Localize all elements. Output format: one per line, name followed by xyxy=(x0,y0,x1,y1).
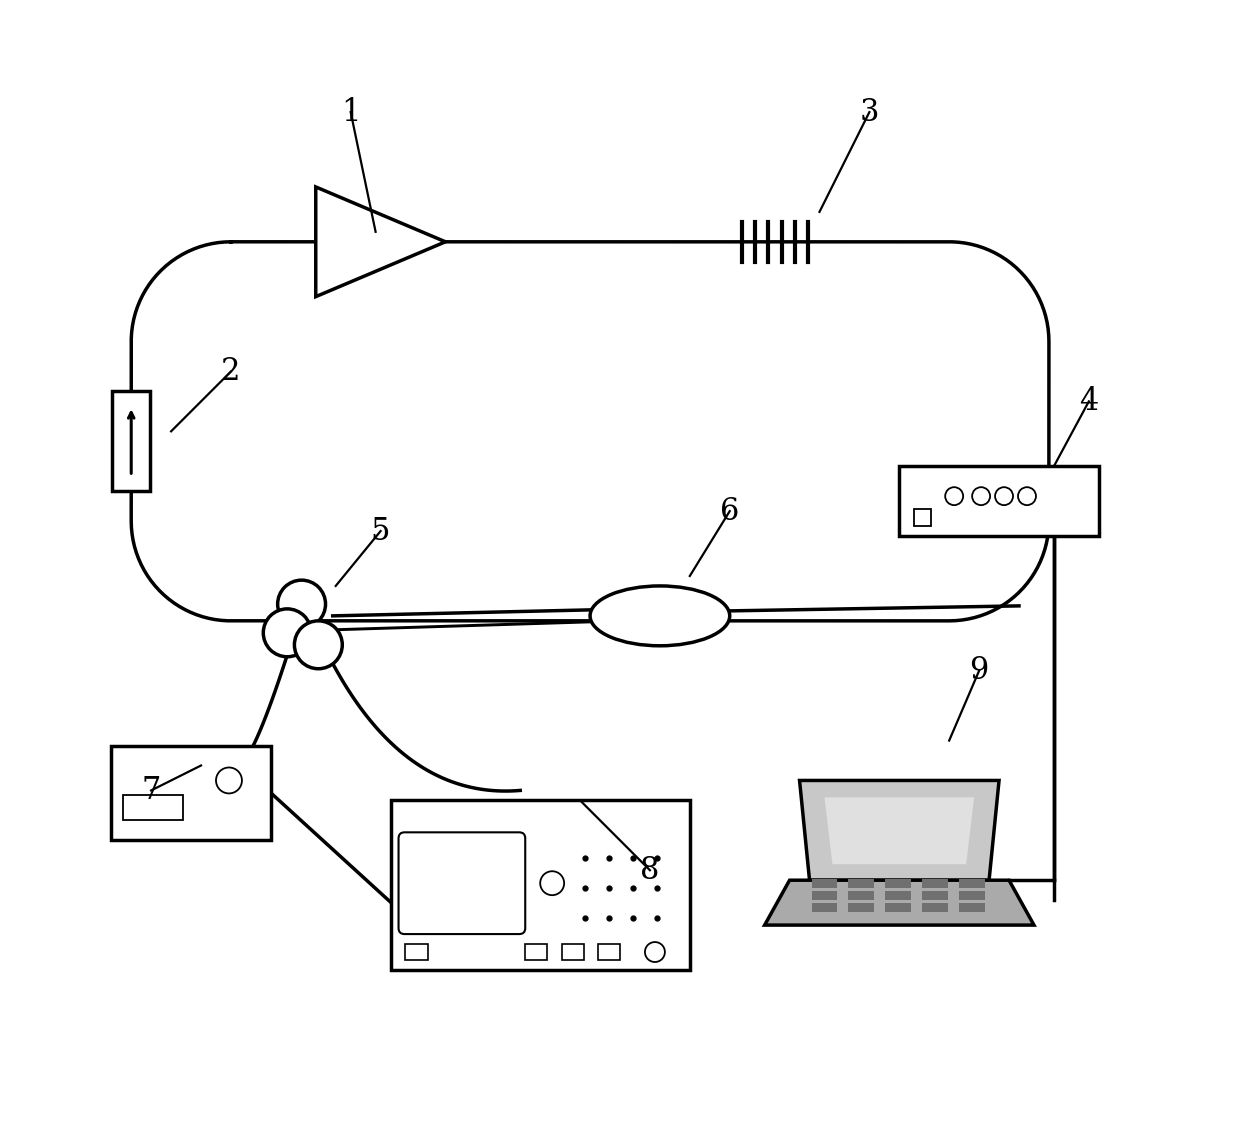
Bar xyxy=(563,944,584,960)
Bar xyxy=(113,391,150,491)
Bar xyxy=(849,879,875,888)
Bar xyxy=(812,904,838,912)
Bar xyxy=(812,879,838,888)
Text: 3: 3 xyxy=(860,96,880,128)
Bar xyxy=(390,800,690,970)
Text: 4: 4 xyxy=(1079,386,1099,417)
Text: 2: 2 xyxy=(222,356,240,387)
Bar xyxy=(959,904,985,912)
Text: 6: 6 xyxy=(720,495,740,527)
Ellipse shape xyxy=(590,586,730,646)
Bar xyxy=(922,879,948,888)
Polygon shape xyxy=(824,797,974,864)
Bar xyxy=(922,904,948,912)
Circle shape xyxy=(278,581,326,628)
Bar xyxy=(959,891,985,900)
Text: 5: 5 xyxy=(370,516,390,547)
Bar xyxy=(849,891,875,900)
Text: 7: 7 xyxy=(141,775,161,806)
Bar xyxy=(886,904,911,912)
Bar xyxy=(886,879,911,888)
Circle shape xyxy=(263,609,311,657)
Bar xyxy=(112,745,271,841)
Bar xyxy=(922,891,948,900)
Text: 8: 8 xyxy=(641,854,659,886)
Polygon shape xyxy=(799,780,999,880)
Polygon shape xyxy=(764,880,1035,925)
Text: 9: 9 xyxy=(969,656,989,686)
Circle shape xyxy=(295,621,342,669)
Text: 1: 1 xyxy=(341,96,361,128)
Bar xyxy=(886,891,911,900)
Bar xyxy=(900,466,1099,536)
Bar xyxy=(598,944,620,960)
Bar xyxy=(914,509,932,526)
Bar xyxy=(123,796,183,821)
Bar xyxy=(405,944,429,960)
Bar xyxy=(959,879,985,888)
Polygon shape xyxy=(316,187,446,297)
Bar xyxy=(849,904,875,912)
Bar xyxy=(525,944,548,960)
Bar xyxy=(812,891,838,900)
